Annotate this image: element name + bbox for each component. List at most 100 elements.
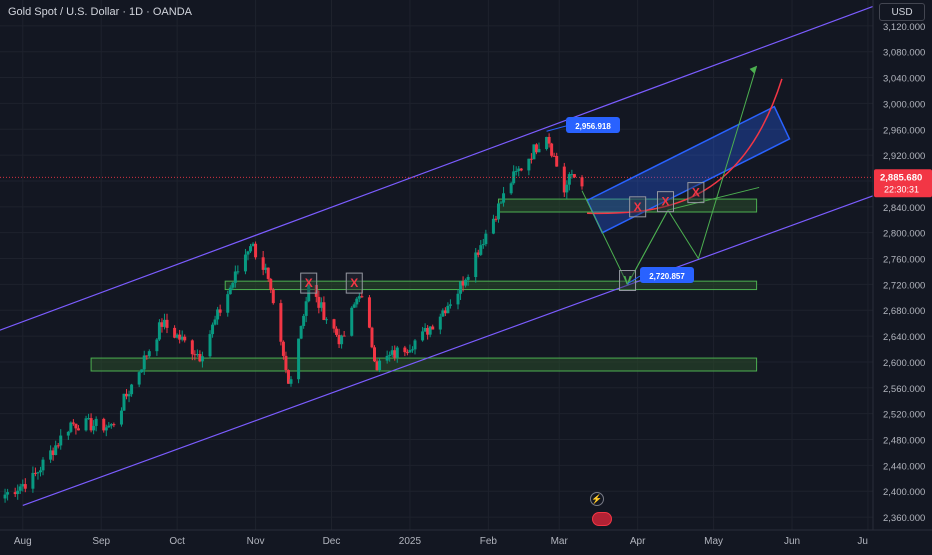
candle-body xyxy=(213,319,217,325)
candle-body xyxy=(16,490,20,495)
time-tick-label: Oct xyxy=(169,536,185,547)
candle-body xyxy=(456,293,460,305)
candle-body xyxy=(466,277,470,280)
candle-body xyxy=(145,355,149,357)
candle-body xyxy=(125,393,129,397)
flash-event-icon[interactable]: ⚡ xyxy=(590,492,604,506)
candle-body xyxy=(279,303,283,342)
price-tick-label: 2,760.000 xyxy=(883,255,925,266)
price-tick-label: 2,600.000 xyxy=(883,358,925,369)
candle-body xyxy=(441,310,445,317)
candle-body xyxy=(109,424,113,426)
channel-line xyxy=(0,5,874,331)
price-tick-label: 2,480.000 xyxy=(883,436,925,447)
candle-body xyxy=(385,355,389,361)
candle-body xyxy=(243,254,247,272)
candle-body xyxy=(226,294,230,313)
time-tick-label: May xyxy=(704,536,723,547)
candle-body xyxy=(281,341,285,356)
price-tick-label: 2,640.000 xyxy=(883,332,925,343)
time-tick-label: Ju xyxy=(857,536,868,547)
candle-body xyxy=(393,350,397,358)
price-tick-label: 3,080.000 xyxy=(883,48,925,59)
candle-body xyxy=(54,445,58,456)
candle-body xyxy=(102,418,106,431)
candle-body xyxy=(355,298,359,305)
price-tick-label: 2,840.000 xyxy=(883,203,925,214)
candle-body xyxy=(337,334,341,345)
candle-body xyxy=(360,296,364,298)
candle-body xyxy=(484,233,488,245)
time-tick-label: Dec xyxy=(323,536,341,547)
candle-body xyxy=(562,166,566,193)
price-tick-label: 2,400.000 xyxy=(883,487,925,498)
target-callout-bg xyxy=(640,267,694,283)
channel-line xyxy=(22,195,874,507)
rejection-box xyxy=(629,196,647,218)
candle-body xyxy=(304,301,308,316)
candle-body xyxy=(332,319,336,329)
confirm-mark: V xyxy=(624,274,632,288)
price-tick-label: 2,440.000 xyxy=(883,461,925,472)
time-tick-label: Mar xyxy=(551,536,569,547)
candle-body xyxy=(190,340,194,355)
projection-path xyxy=(627,186,760,285)
candle-body xyxy=(547,136,551,144)
candle-body xyxy=(340,335,344,345)
price-tick-label: 2,800.000 xyxy=(883,229,925,240)
rejection-box xyxy=(687,182,705,204)
candle-body xyxy=(519,168,523,171)
candle-body xyxy=(269,278,273,290)
candle-body xyxy=(405,352,409,354)
candle-body xyxy=(236,271,240,273)
candle-body xyxy=(198,354,202,362)
candle-body xyxy=(147,351,151,357)
candle-body xyxy=(370,327,374,348)
candle-body xyxy=(33,472,37,474)
candle-body xyxy=(178,334,182,340)
candle-body xyxy=(233,271,237,283)
candle-body xyxy=(481,244,485,246)
projection-arrowhead xyxy=(749,65,757,74)
candle-body xyxy=(36,472,40,474)
high-callout-leader xyxy=(546,125,567,132)
candle-body xyxy=(137,372,141,385)
candle-body xyxy=(231,282,235,288)
candle-body xyxy=(431,326,435,330)
candle-body xyxy=(297,338,301,380)
candle-body xyxy=(479,245,483,255)
candle-body xyxy=(216,309,220,320)
candle-body xyxy=(249,246,253,252)
rejection-box xyxy=(300,272,318,294)
price-tick-label: 2,960.000 xyxy=(883,125,925,136)
candle-body xyxy=(390,350,394,355)
candle-body xyxy=(378,360,382,371)
candle-body xyxy=(6,492,10,495)
candle-body xyxy=(13,492,17,495)
candle-body xyxy=(254,243,258,258)
candle-body xyxy=(76,428,80,431)
candle-body xyxy=(157,322,161,340)
currency-button[interactable]: USD xyxy=(879,3,925,21)
price-tick-label: 3,000.000 xyxy=(883,99,925,110)
candle-body xyxy=(565,184,569,193)
candle-body xyxy=(421,331,425,341)
candle-body xyxy=(107,425,111,428)
candle-body xyxy=(395,347,399,358)
us-flag-event-icon[interactable] xyxy=(592,512,612,526)
candle-body xyxy=(319,302,323,308)
candle-body xyxy=(357,296,361,299)
candle-body xyxy=(423,327,427,332)
candle-body xyxy=(496,203,500,220)
candle-body xyxy=(375,361,379,371)
candle-body xyxy=(299,326,303,339)
time-tick-label: Feb xyxy=(480,536,498,547)
candle-body xyxy=(350,307,354,336)
price-tick-label: 2,920.000 xyxy=(883,151,925,162)
price-tick-label: 2,360.000 xyxy=(883,513,925,524)
current-price-label: 2,885.680 xyxy=(880,172,922,183)
candle-body xyxy=(49,450,53,460)
candle-body xyxy=(446,305,450,314)
